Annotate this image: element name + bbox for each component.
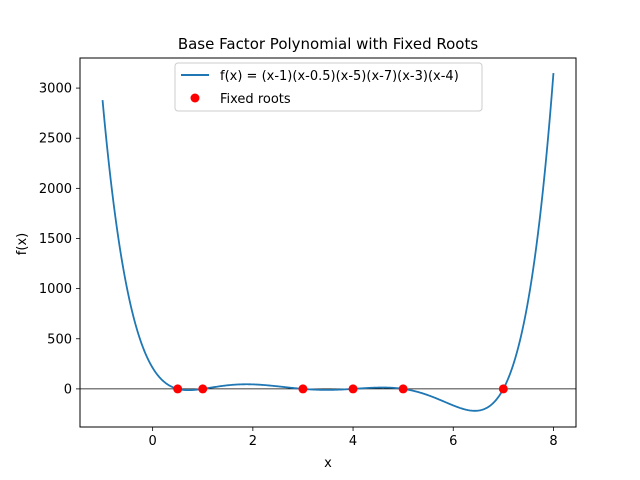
- y-tick-label: 500: [47, 332, 72, 347]
- y-tick-label: 1500: [39, 232, 72, 247]
- y-tick-label: 3000: [39, 82, 72, 97]
- root-point: [173, 384, 183, 394]
- y-tick-label: 1000: [39, 282, 72, 297]
- root-point: [498, 384, 508, 394]
- legend: f(x) = (x-1)(x-0.5)(x-5)(x-7)(x-3)(x-4) …: [174, 62, 483, 112]
- y-tick-label: 2000: [39, 182, 72, 197]
- x-tick-label: 0: [149, 434, 157, 449]
- y-axis-label: f(x): [15, 233, 30, 255]
- root-point: [198, 384, 208, 394]
- chart-title: Base Factor Polynomial with Fixed Roots: [178, 35, 479, 53]
- x-tick-label: 4: [349, 434, 357, 449]
- x-tick-label: 8: [549, 434, 557, 449]
- legend-dot-swatch: [190, 93, 200, 103]
- root-point: [298, 384, 308, 394]
- curve-group: [101, 72, 555, 412]
- y-tick-label: 0: [64, 382, 72, 397]
- legend-label-roots: Fixed roots: [220, 92, 291, 107]
- plot-frame: [79, 57, 577, 428]
- x-axis-ticks: 0 2 4 6 8: [149, 427, 558, 449]
- series-line-polynomial: [101, 72, 555, 412]
- x-axis-label: x: [324, 456, 332, 471]
- x-tick-label: 2: [249, 434, 257, 449]
- y-axis-ticks: 0 500 1000 1500 2000 2500 3000: [39, 82, 80, 397]
- legend-box: [174, 62, 483, 112]
- x-tick-label: 6: [449, 434, 457, 449]
- root-points-group: [173, 384, 508, 394]
- plot-area: [79, 57, 577, 428]
- root-point: [348, 384, 358, 394]
- y-tick-label: 2500: [39, 132, 72, 147]
- root-point: [398, 384, 408, 394]
- legend-label-curve: f(x) = (x-1)(x-0.5)(x-5)(x-7)(x-3)(x-4): [220, 69, 459, 84]
